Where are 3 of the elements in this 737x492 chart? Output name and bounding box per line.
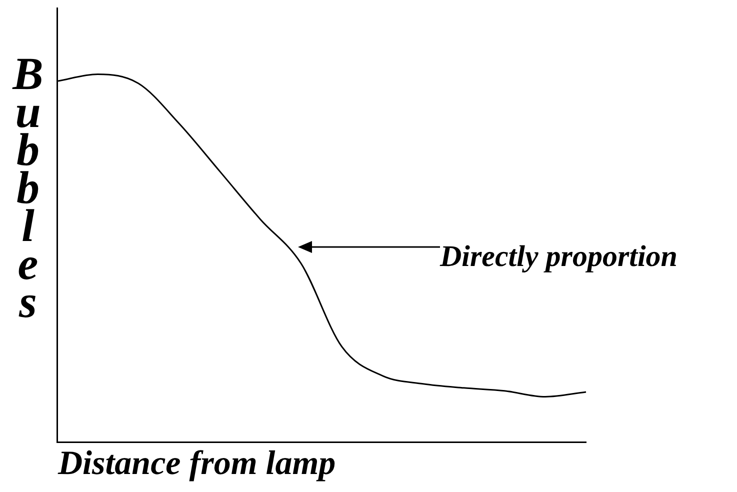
x-axis-title: Distance from lamp: [58, 445, 336, 483]
annotation: Directly proportion: [440, 240, 678, 274]
y-axis-title: Bubbles: [11, 48, 44, 327]
